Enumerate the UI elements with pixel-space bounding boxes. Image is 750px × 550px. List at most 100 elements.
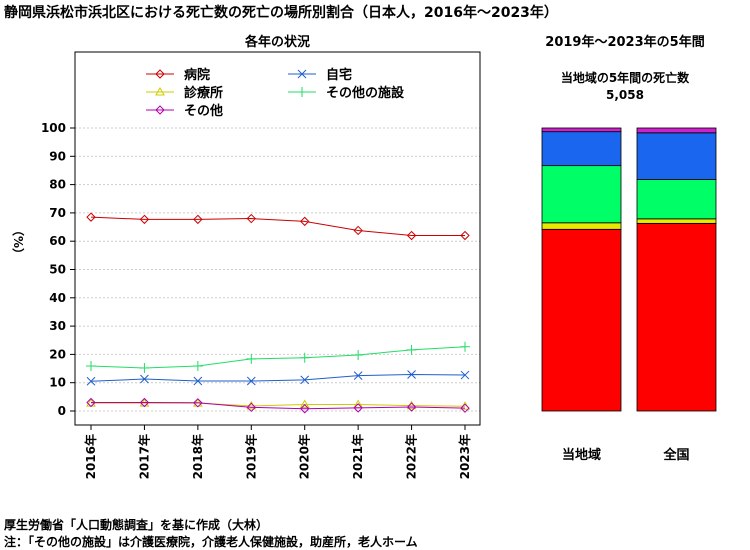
data-point	[86, 397, 96, 408]
legend-item: 診療所	[146, 85, 223, 101]
data-point	[353, 225, 363, 236]
data-point	[193, 398, 203, 408]
legend-label: その他の施設	[326, 85, 405, 101]
y-tick-label: 30	[49, 319, 66, 333]
bar-segment	[541, 131, 622, 167]
data-point	[193, 376, 203, 386]
data-point	[300, 216, 310, 227]
data-point	[86, 212, 96, 222]
bar-segment	[541, 228, 622, 412]
line-chart-panel: 各年の状況 0 10 20 30 40 50 60 70 80 90 100 （%） 2016年 2017年…	[11, 34, 481, 479]
x-tick-label: 2016年	[83, 434, 98, 479]
series-3	[86, 397, 470, 414]
data-point	[246, 213, 256, 224]
legend-item: 病院	[146, 67, 210, 83]
data-point	[406, 230, 417, 241]
data-point	[246, 376, 256, 386]
bar-segment	[541, 127, 622, 133]
data-point	[460, 370, 470, 380]
data-point	[139, 214, 150, 225]
y-tick-label: 100	[41, 121, 66, 135]
bar-segment	[636, 127, 717, 134]
data-point	[353, 371, 363, 380]
y-tick-label: 80	[49, 178, 66, 192]
data-point	[246, 402, 256, 413]
data-point	[300, 375, 310, 385]
y-tick-label: 0	[58, 404, 66, 418]
x-tick-label: 2018年	[190, 434, 205, 479]
x-tick-label: 2022年	[404, 434, 419, 479]
bar-segment	[636, 179, 717, 220]
data-point	[353, 403, 363, 413]
data-point	[406, 402, 417, 412]
chart-main-title: 静岡県浜松市浜北区における死亡数の死亡の場所別割合（日本人，2016年～2023…	[4, 5, 558, 21]
bar-segment	[636, 218, 717, 224]
series-line	[90, 346, 466, 369]
bar-segment	[636, 222, 717, 412]
bar-category-label: 全国	[662, 447, 689, 463]
data-point	[192, 361, 203, 372]
bar-subtitle-line: 当地域の5年間の死亡数	[561, 70, 690, 85]
data-point	[139, 362, 150, 373]
data-point	[299, 399, 310, 408]
legend-item: その他	[146, 103, 223, 119]
legend-marker	[155, 105, 165, 115]
data-point	[140, 374, 149, 384]
data-point	[460, 403, 470, 413]
note-footnote: 注：「その他の施設」は介護医療院，介護老人保健施設，助産所，老人ホーム	[4, 535, 418, 549]
series-line	[90, 216, 465, 237]
legend-label: 診療所	[184, 85, 223, 101]
bar-chart-title: 2019年～2023年の5年間	[545, 34, 704, 50]
legend-marker	[155, 69, 165, 79]
series-4	[86, 341, 470, 373]
data-point	[300, 404, 310, 414]
data-point	[193, 214, 203, 225]
legend-label: その他	[184, 103, 223, 119]
data-point	[246, 353, 257, 364]
y-tick-label: 40	[49, 291, 66, 305]
series-1	[86, 370, 470, 386]
source-footnote: 厚生労働省「人口動態調査」を基に作成（大林）	[4, 518, 269, 532]
data-point	[460, 341, 470, 352]
bar-segment	[636, 132, 717, 180]
legend-marker	[297, 87, 307, 97]
data-point	[86, 361, 96, 372]
bar-segment	[541, 222, 622, 230]
data-point	[86, 376, 96, 386]
data-point	[460, 230, 470, 241]
y-tick-label: 50	[49, 263, 66, 277]
x-tick-label: 2019年	[243, 434, 258, 479]
y-tick-label: 70	[49, 206, 66, 220]
series-line	[91, 402, 466, 407]
y-tick-label: 60	[49, 234, 66, 248]
line-plot-frame	[74, 51, 481, 426]
y-tick-label: 90	[49, 149, 66, 163]
legend-marker	[297, 69, 307, 79]
bar-subtitle-value: 5,058	[606, 88, 644, 102]
bar-segment	[541, 165, 622, 224]
legend-item: その他の施設	[288, 85, 405, 101]
line-chart-title: 各年の状況	[244, 34, 310, 50]
bar-category-label: 当地域	[562, 447, 601, 463]
x-tick-label: 2020年	[297, 434, 312, 479]
data-point	[406, 344, 417, 355]
legend-label: 病院	[184, 67, 210, 83]
bar-stack-0	[541, 127, 622, 412]
x-tick-label: 2023年	[457, 434, 472, 479]
series-line	[91, 402, 466, 410]
data-point	[299, 352, 310, 363]
legend-marker	[155, 86, 165, 96]
data-point	[407, 370, 416, 379]
series-line	[90, 373, 466, 382]
x-tick-label: 2021年	[350, 434, 365, 479]
x-tick-label: 2017年	[136, 434, 151, 479]
bar-stack-1	[636, 127, 717, 412]
data-point	[139, 397, 150, 408]
y-tick-label: 10	[49, 376, 66, 390]
legend-label: 自宅	[326, 67, 352, 83]
data-point	[353, 349, 364, 360]
y-axis-label: （%）	[11, 224, 26, 260]
y-tick-label: 20	[49, 347, 66, 361]
